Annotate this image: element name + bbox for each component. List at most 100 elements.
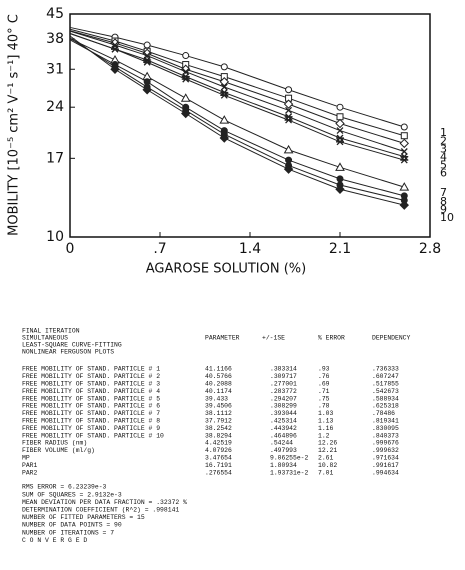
summary-line: NUMBER OF DATA POINTS = 90 bbox=[22, 522, 122, 529]
marker bbox=[220, 83, 228, 91]
marker bbox=[400, 153, 409, 161]
cell: 40.2088 bbox=[205, 380, 232, 387]
cell: .308299 bbox=[270, 403, 297, 410]
cell: 37.7912 bbox=[205, 417, 232, 424]
x-tick-label: .7 bbox=[153, 241, 166, 257]
marker bbox=[336, 103, 344, 111]
y-tick-label: 45 bbox=[46, 6, 64, 22]
marker bbox=[182, 52, 190, 60]
row-label: FIBER VOLUME (ml/g) bbox=[22, 447, 95, 454]
series-label: 6 bbox=[440, 167, 447, 180]
x-tick-label: 0 bbox=[66, 241, 75, 257]
plot-frame bbox=[69, 13, 431, 238]
series-label: 7 bbox=[440, 186, 447, 199]
cell: .443942 bbox=[270, 425, 297, 432]
cell: 40.5766 bbox=[205, 373, 232, 380]
marker bbox=[220, 63, 228, 71]
x-axis-title: AGAROSE SOLUTION (%) bbox=[146, 262, 306, 277]
cell: 1.80934 bbox=[270, 462, 297, 469]
marker bbox=[182, 68, 190, 76]
marker bbox=[283, 164, 294, 174]
series-label: 10 bbox=[440, 211, 454, 224]
cell: 12.26 bbox=[318, 440, 337, 447]
cell: 1.13 bbox=[318, 417, 334, 424]
series-line bbox=[69, 33, 405, 158]
report-heading: NONLINEAR FERGUSON PLOTS bbox=[22, 349, 114, 356]
column-header: PARAMETER bbox=[205, 335, 240, 342]
cell: 4.07926 bbox=[205, 447, 232, 454]
cell: 1.03 bbox=[318, 410, 334, 417]
cell: .283772 bbox=[270, 388, 297, 395]
marker bbox=[399, 182, 410, 191]
cell: .464896 bbox=[270, 432, 297, 439]
row-label: PAR2 bbox=[22, 469, 38, 476]
cell: 39.4506 bbox=[205, 403, 232, 410]
cell: 1.16 bbox=[318, 425, 334, 432]
cell: .625318 bbox=[372, 403, 399, 410]
marker bbox=[181, 108, 191, 119]
x-tick-label: 1.4 bbox=[239, 241, 261, 257]
cell: .840373 bbox=[372, 432, 399, 439]
marker bbox=[336, 138, 344, 146]
summary-line: DETERMINATION COEFFICIENT (R^2) = .99814… bbox=[22, 505, 179, 513]
summary-line: NUMBER OF FITTED PARAMETERS = 15 bbox=[22, 514, 145, 521]
row-label: FREE MOBILITY OF STAND. PARTICLE # 6 bbox=[22, 403, 160, 410]
cell: 41.1166 bbox=[205, 366, 232, 373]
row-label: FREE MOBILITY OF STAND. PARTICLE # 10 bbox=[22, 432, 164, 439]
marker bbox=[400, 123, 408, 131]
row-label: MP bbox=[22, 454, 30, 461]
marker bbox=[283, 99, 294, 109]
column-header: % ERROR bbox=[318, 335, 345, 342]
row-label: FREE MOBILITY OF STAND. PARTICLE # 5 bbox=[22, 395, 160, 402]
marker bbox=[181, 75, 190, 83]
cell: .425314 bbox=[270, 417, 297, 424]
row-label: PAR1 bbox=[22, 462, 38, 469]
cell: .93 bbox=[318, 366, 330, 373]
cell: 2.61 bbox=[318, 454, 334, 461]
series-line bbox=[69, 28, 405, 137]
marker bbox=[219, 133, 229, 143]
row-label: FREE MOBILITY OF STAND. PARTICLE # 8 bbox=[22, 417, 160, 424]
cell: .588934 bbox=[372, 395, 399, 402]
row-label: FREE MOBILITY OF STAND. PARTICLE # 3 bbox=[22, 380, 160, 387]
marker bbox=[400, 132, 408, 140]
series-line bbox=[69, 37, 405, 201]
cell: .54244 bbox=[270, 440, 293, 447]
row-label: FREE MOBILITY OF STAND. PARTICLE # 7 bbox=[22, 410, 160, 417]
summary-line: C O N V E R G E D bbox=[22, 537, 87, 544]
cell: .393044 bbox=[270, 410, 297, 417]
row-label: FREE MOBILITY OF STAND. PARTICLE # 2 bbox=[22, 373, 160, 380]
row-label: FREE MOBILITY OF STAND. PARTICLE # 9 bbox=[22, 425, 160, 432]
series-line bbox=[69, 30, 405, 152]
x-tick-label: 2.1 bbox=[329, 241, 351, 257]
marker bbox=[285, 86, 293, 94]
series-line bbox=[69, 35, 405, 206]
cell: 38.8294 bbox=[205, 432, 232, 439]
cell: 3.47654 bbox=[205, 454, 232, 461]
series-line bbox=[69, 30, 405, 144]
cell: .71 bbox=[318, 388, 330, 395]
marker bbox=[285, 106, 293, 114]
series-line bbox=[69, 32, 405, 161]
summary-line: RMS ERROR = 6.23239e-3 bbox=[22, 484, 107, 491]
y-tick-label: 24 bbox=[46, 99, 64, 115]
cell: .277001 bbox=[270, 380, 297, 387]
marker bbox=[336, 175, 344, 183]
cell: 7.01 bbox=[318, 469, 334, 476]
row-label: FREE MOBILITY OF STAND. PARTICLE # 4 bbox=[22, 388, 160, 395]
marker bbox=[283, 144, 294, 154]
cell: .830095 bbox=[372, 425, 399, 432]
marker bbox=[400, 148, 408, 155]
marker bbox=[110, 38, 120, 48]
cell: .76 bbox=[318, 373, 330, 380]
y-tick-label: 38 bbox=[46, 31, 64, 47]
marker bbox=[111, 45, 119, 53]
marker bbox=[110, 64, 120, 74]
cell: .78486 bbox=[372, 410, 395, 417]
marker bbox=[399, 138, 409, 149]
series-label: 2 bbox=[440, 135, 447, 148]
cell: 12.21 bbox=[318, 447, 337, 454]
cell: .999676 bbox=[372, 440, 399, 447]
cell: .517855 bbox=[372, 380, 399, 387]
series-line bbox=[69, 39, 405, 197]
